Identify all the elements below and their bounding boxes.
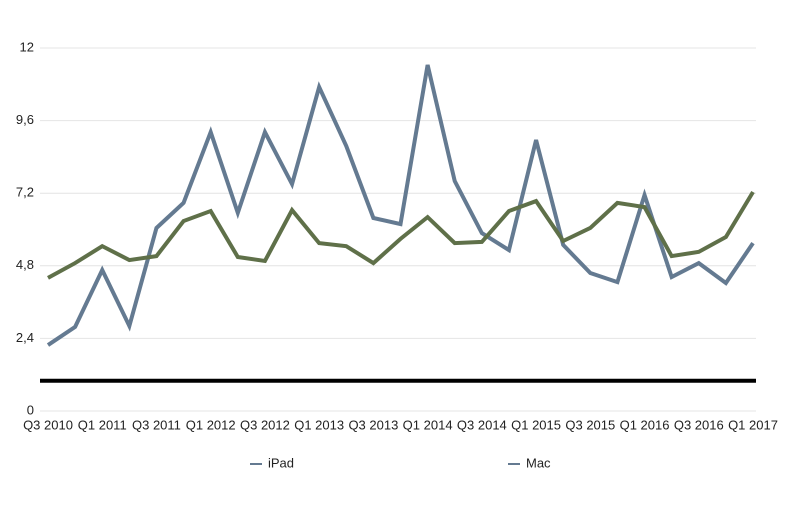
y-tick-label: 4,8	[16, 257, 34, 272]
y-tick-label: 2,4	[16, 330, 34, 345]
x-tick-label: Q3 2016	[674, 417, 724, 432]
legend-label: iPad	[268, 455, 294, 470]
data-line	[46, 64, 755, 347]
data-line	[47, 190, 755, 280]
y-tick-label: 12	[20, 39, 34, 54]
x-tick-label: Q3 2015	[565, 417, 615, 432]
x-tick-label: Q1 2011	[78, 417, 127, 432]
x-tick-label: Q1 2015	[511, 417, 561, 432]
x-tick-label: Q3 2014	[457, 417, 507, 432]
legend-label: Mac	[526, 455, 551, 470]
y-tick-label: 7,2	[16, 185, 34, 200]
x-tick-label: Q1 2016	[620, 417, 670, 432]
y-tick-label: 9,6	[16, 112, 34, 127]
x-tick-label: Q3 2010	[23, 417, 73, 432]
x-tick-label: Q1 2017	[728, 417, 778, 432]
x-tick-label: Q3 2012	[240, 417, 290, 432]
x-tick-label: Q1 2012	[186, 417, 236, 432]
y-tick-label: 0	[27, 402, 34, 417]
x-tick-label: Q1 2014	[403, 417, 453, 432]
x-tick-label: Q1 2013	[294, 417, 344, 432]
x-tick-label: Q3 2011	[132, 417, 181, 432]
x-tick-label: Q3 2013	[348, 417, 398, 432]
